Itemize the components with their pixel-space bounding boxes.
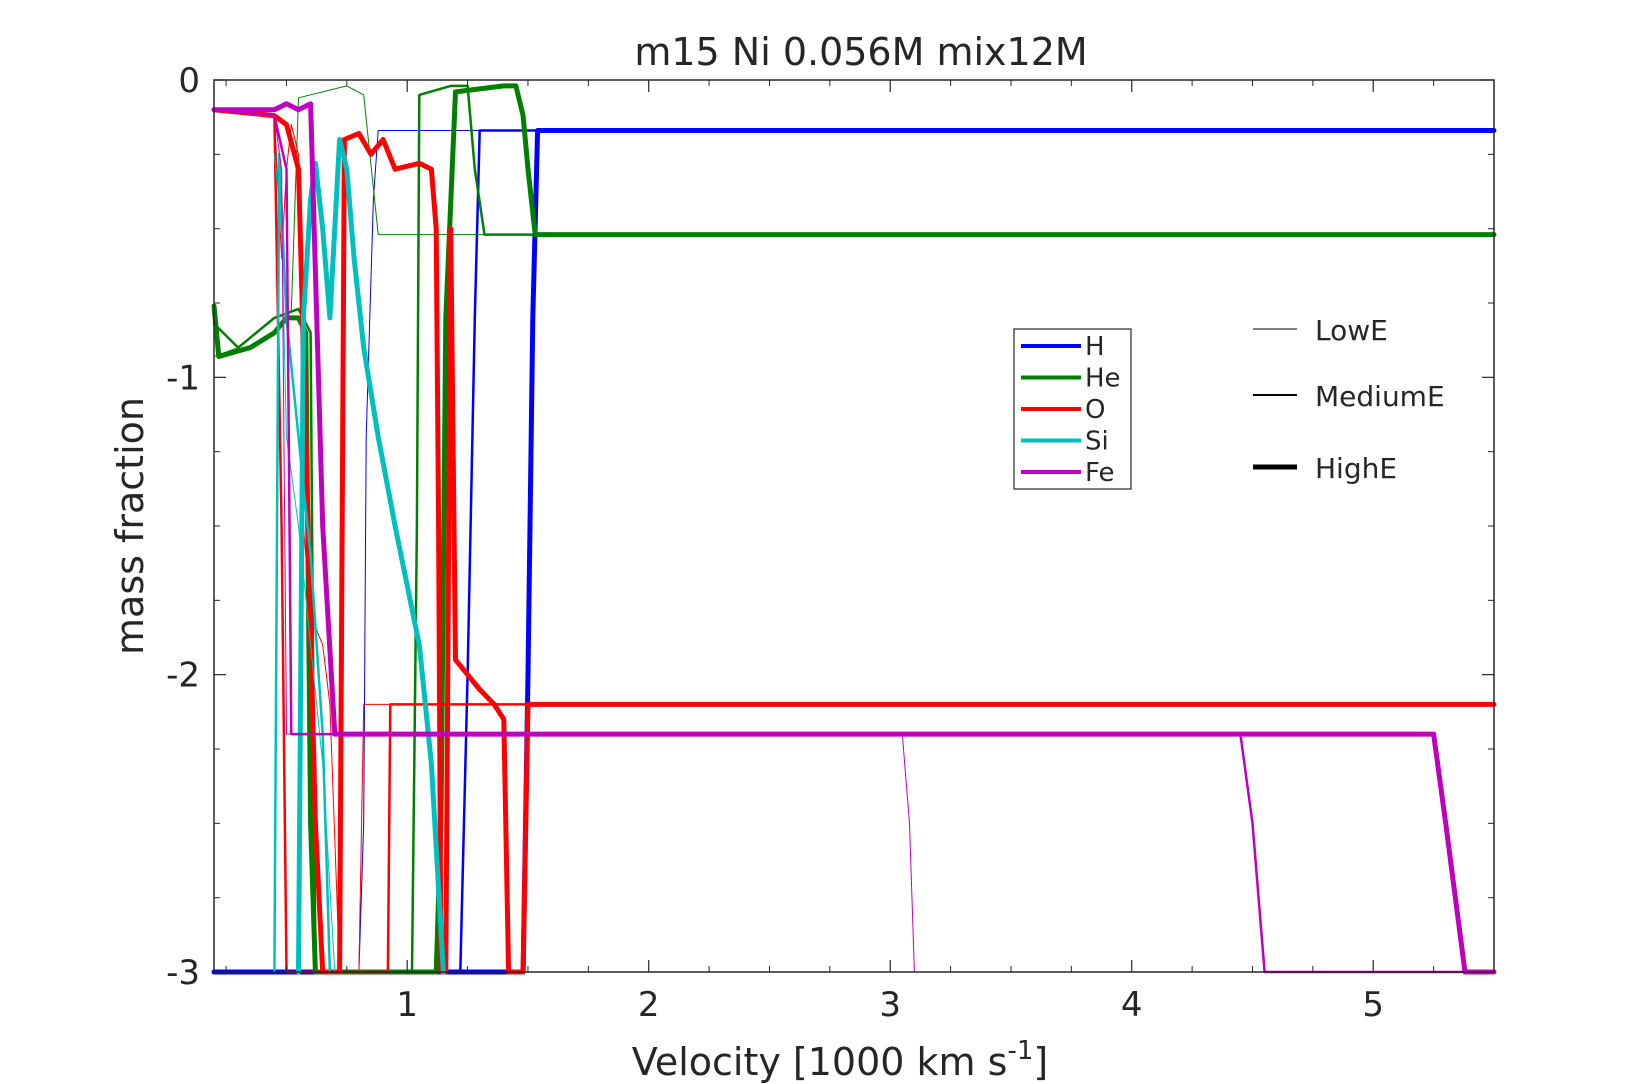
legend-energy: LowE MediumE HighE: [1253, 314, 1445, 485]
x-tick-label: 5: [1362, 985, 1384, 1025]
legend-label-h: H: [1085, 332, 1105, 362]
y-tick-label: -1: [166, 358, 200, 398]
legend-label-si: Si: [1085, 427, 1109, 457]
x-tick-label: 3: [879, 985, 901, 1025]
x-axis-label-superscript: -1: [1007, 1036, 1033, 1066]
legend-label-fe: Fe: [1085, 458, 1115, 488]
legend-energy-label-lowe: LowE: [1315, 314, 1388, 347]
x-tick-label: 2: [638, 985, 660, 1025]
chart-title: m15 Ni 0.056M mix12M: [634, 30, 1087, 74]
legend-energy-label-highe: HighE: [1315, 452, 1397, 485]
plot-area: 1 2 3 4 5 -3 -2 -1 0: [166, 61, 1497, 1025]
legend-label-he: He: [1085, 364, 1121, 394]
series-line-fe-highe: [211, 101, 1497, 975]
legend-label-o: O: [1085, 395, 1105, 425]
x-axis-label-close: ]: [1033, 1040, 1048, 1084]
y-axis-ticks: -3 -2 -1 0: [166, 61, 1494, 993]
y-tick-label: -3: [166, 953, 200, 993]
series-line-o-highe: [211, 107, 1497, 975]
legend-energy-label-mediume: MediumE: [1315, 380, 1445, 413]
x-axis-label-main: Velocity [1000 km s: [632, 1040, 1008, 1084]
y-tick-label: -2: [166, 656, 200, 696]
x-axis-label: Velocity [1000 km s-1]: [632, 1036, 1048, 1084]
y-tick-label: 0: [178, 61, 200, 101]
y-axis-label: mass fraction: [108, 397, 152, 655]
x-tick-label: 1: [396, 985, 418, 1025]
x-tick-label: 4: [1121, 985, 1143, 1025]
x-axis-ticks: 1 2 3 4 5: [225, 80, 1495, 1025]
